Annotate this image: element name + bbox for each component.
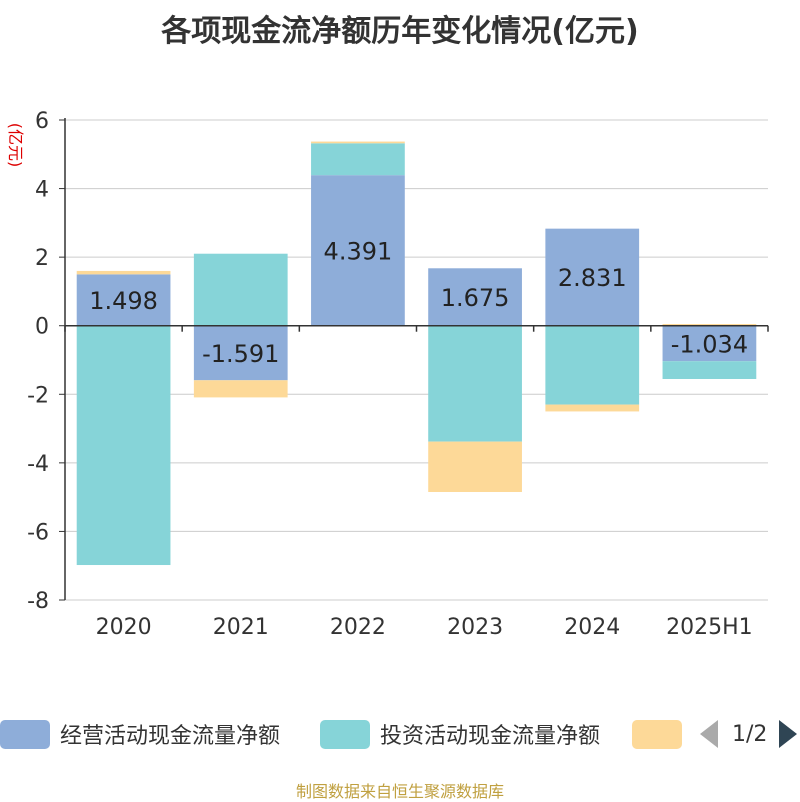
legend-swatch-financing: [632, 719, 682, 749]
y-tick-label: -6: [27, 520, 49, 545]
pager-prev-icon[interactable]: [700, 720, 718, 748]
legend-item-operating[interactable]: 经营活动现金流量净额: [0, 716, 280, 752]
x-tick-label: 2020: [96, 615, 152, 640]
bar-segment-1: [545, 325, 640, 405]
y-tick-label: 4: [35, 178, 49, 203]
bar-segment-0: [545, 228, 640, 326]
bar-segment-2: [662, 324, 757, 326]
chart-title: 各项现金流净额历年变化情况(亿元): [161, 14, 639, 49]
x-tick-label: 2023: [447, 615, 503, 640]
bar-segment-0: [662, 325, 757, 362]
bar-segment-2: [428, 441, 522, 492]
y-tick-label: 6: [35, 109, 49, 134]
legend-label-operating: 经营活动现金流量净额: [60, 724, 281, 749]
x-tick-label: 2022: [330, 615, 386, 640]
bar-segment-0: [193, 325, 288, 381]
y-tick-label: -4: [27, 452, 49, 477]
legend-label-investing: 投资活动现金流量净额: [380, 724, 601, 749]
bar-segment-2: [193, 380, 288, 398]
bar-segment-1: [193, 253, 288, 326]
bar-segment-1: [311, 143, 405, 176]
bar-segment-0: [311, 175, 405, 326]
legend-item-financing[interactable]: [632, 716, 682, 752]
data-label: 1.498: [89, 287, 158, 315]
bar-segment-2: [311, 141, 405, 144]
bar-segment-1: [76, 325, 171, 566]
pager-text: 1/2: [732, 721, 768, 747]
bar-segment-0: [428, 268, 522, 326]
bar-segment-1: [428, 325, 522, 442]
y-tick-label: 0: [35, 315, 49, 340]
legend-swatch-investing: [320, 719, 370, 749]
source-note: 制图数据来自恒生聚源数据库: [295, 782, 504, 801]
bar-segment-0: [76, 274, 171, 326]
bar-segment-2: [545, 404, 640, 412]
data-label: -1.591: [202, 340, 279, 368]
pager-next-icon[interactable]: [779, 720, 798, 748]
y-axis-label: (亿元): [6, 123, 25, 168]
legend-pager: 1/2: [700, 716, 798, 752]
x-tick-label: 2021: [213, 615, 269, 640]
data-label: -1.034: [671, 330, 748, 358]
y-tick-label: -8: [27, 589, 49, 614]
bar-segment-1: [662, 361, 757, 379]
bar-segment-2: [76, 270, 171, 275]
legend-item-investing[interactable]: 投资活动现金流量净额: [320, 716, 600, 752]
legend-swatch-operating: [0, 719, 50, 749]
data-label: 2.831: [558, 264, 627, 292]
y-tick-label: 2: [35, 246, 49, 271]
data-label: 4.391: [324, 237, 393, 265]
data-label: 1.675: [441, 284, 510, 312]
x-tick-label: 2025H1: [666, 615, 753, 640]
y-tick-label: -2: [27, 383, 49, 408]
x-tick-label: 2024: [564, 615, 620, 640]
legend: 经营活动现金流量净额 投资活动现金流量净额 1/2: [0, 716, 800, 752]
